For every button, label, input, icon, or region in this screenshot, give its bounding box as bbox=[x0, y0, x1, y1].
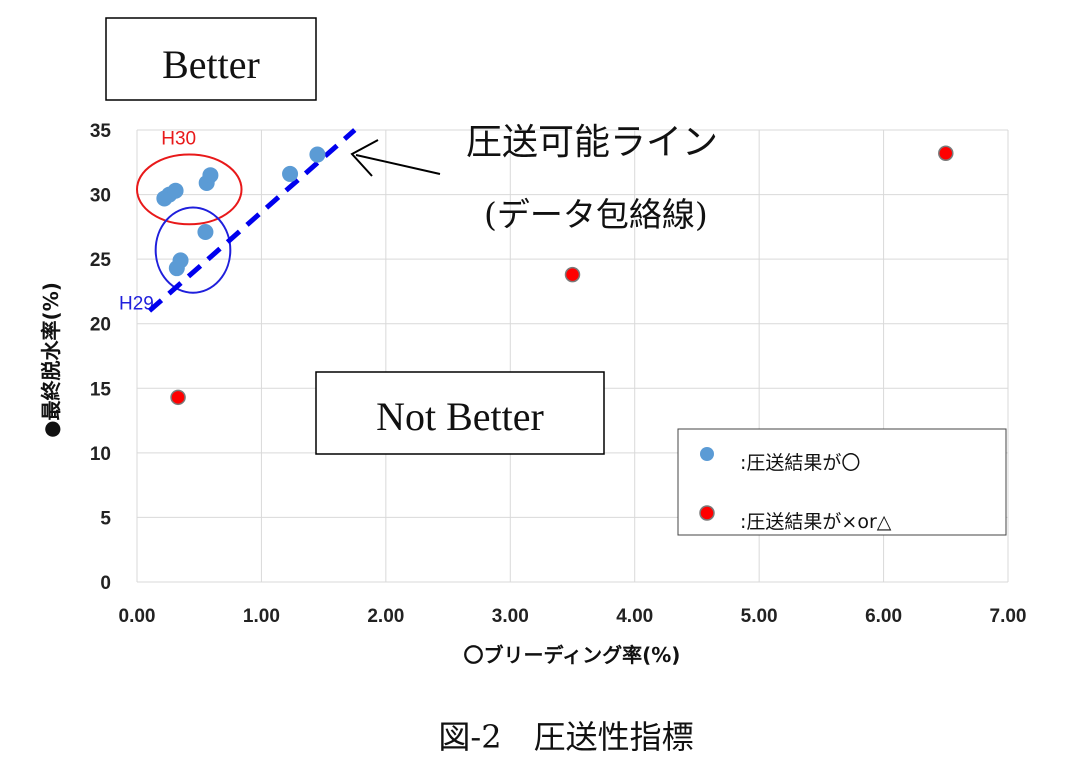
data-point-not-pumpable bbox=[564, 266, 581, 283]
legend-marker-red bbox=[699, 505, 715, 521]
envelope-line-sublabel: (データ包絡線) bbox=[484, 195, 708, 234]
data-point-pumpable bbox=[202, 167, 219, 184]
data-point-pumpable bbox=[167, 182, 184, 199]
better-label: Better bbox=[162, 42, 260, 87]
data-points bbox=[156, 145, 954, 406]
y-tick-label: 10 bbox=[90, 444, 111, 465]
data-point-pumpable bbox=[309, 146, 326, 163]
not-better-label: Not Better bbox=[376, 394, 544, 439]
x-tick-label: 6.00 bbox=[865, 606, 902, 627]
y-tick-label: 5 bbox=[100, 508, 111, 529]
y-tick-label: 0 bbox=[100, 573, 111, 594]
x-tick-label: 5.00 bbox=[741, 606, 778, 627]
legend-item: :圧送結果が〇 bbox=[700, 447, 860, 474]
figure-caption: 図-2 圧送性指標 bbox=[438, 718, 693, 756]
y-tick-label: 20 bbox=[90, 315, 111, 336]
data-point-pumpable bbox=[168, 260, 185, 277]
legend-label: :圧送結果が〇 bbox=[740, 452, 860, 474]
x-axis-ticks: 0.00 1.00 2.00 3.00 4.00 5.00 6.00 7.00 bbox=[119, 606, 1027, 627]
data-point-not-pumpable bbox=[938, 145, 954, 161]
group-annotations: H30 H29 bbox=[119, 129, 243, 315]
legend-box bbox=[677, 428, 1007, 536]
x-tick-label: 0.00 bbox=[119, 606, 156, 627]
y-tick-label: 30 bbox=[90, 186, 111, 207]
x-axis-title: 〇ブリーディング率(%) bbox=[464, 643, 681, 667]
envelope-line bbox=[147, 128, 357, 313]
y-axis-ticks: 0 5 10 15 20 25 30 35 bbox=[90, 121, 112, 594]
arrow-icon bbox=[350, 139, 441, 177]
group-label-h29: H29 bbox=[119, 294, 154, 315]
better-box bbox=[105, 17, 317, 101]
group-label-h30: H30 bbox=[161, 129, 196, 150]
data-point-pumpable bbox=[197, 224, 214, 241]
y-axis-title: ●最終脱水率(%) bbox=[39, 282, 63, 438]
legend-label: :圧送結果が×or△ bbox=[740, 511, 892, 533]
y-tick-label: 35 bbox=[90, 121, 112, 142]
envelope-line-label: 圧送可能ライン bbox=[466, 122, 718, 163]
group-ellipse-h29 bbox=[154, 206, 232, 294]
x-tick-label: 7.00 bbox=[990, 606, 1027, 627]
group-ellipse-h30 bbox=[136, 153, 243, 226]
legend-item: :圧送結果が×or△ bbox=[699, 505, 892, 533]
x-tick-label: 3.00 bbox=[492, 606, 529, 627]
x-tick-label: 4.00 bbox=[616, 606, 653, 627]
data-point-not-pumpable bbox=[170, 389, 186, 406]
data-point-pumpable bbox=[282, 165, 299, 182]
y-tick-label: 15 bbox=[90, 379, 112, 400]
legend-marker-blue bbox=[700, 447, 714, 461]
not-better-box bbox=[315, 371, 605, 455]
x-tick-label: 1.00 bbox=[243, 606, 280, 627]
x-tick-label: 2.00 bbox=[367, 606, 404, 627]
y-tick-label: 25 bbox=[90, 250, 112, 271]
